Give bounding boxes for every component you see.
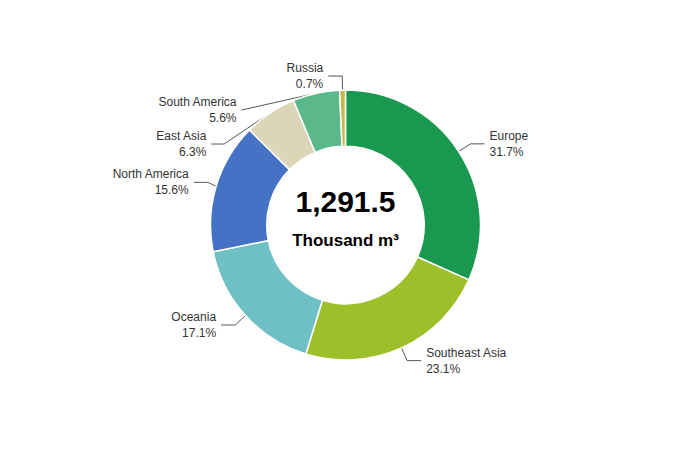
svg-text:North America: North America xyxy=(113,167,189,181)
svg-text:Russia: Russia xyxy=(287,61,324,75)
svg-text:23.1%: 23.1% xyxy=(426,362,460,376)
svg-text:East Asia: East Asia xyxy=(156,129,206,143)
svg-text:South America: South America xyxy=(158,95,236,109)
svg-text:6.3%: 6.3% xyxy=(179,145,207,159)
svg-text:Europe: Europe xyxy=(489,129,528,143)
svg-text:5.6%: 5.6% xyxy=(209,111,237,125)
svg-text:Southeast Asia: Southeast Asia xyxy=(426,346,506,360)
svg-text:31.7%: 31.7% xyxy=(489,145,523,159)
svg-text:1,291.5: 1,291.5 xyxy=(295,185,395,218)
svg-text:15.6%: 15.6% xyxy=(155,183,189,197)
svg-text:Thousand m³: Thousand m³ xyxy=(292,231,399,250)
svg-text:17.1%: 17.1% xyxy=(182,326,216,340)
svg-text:Oceania: Oceania xyxy=(171,310,216,324)
svg-text:0.7%: 0.7% xyxy=(296,77,324,91)
